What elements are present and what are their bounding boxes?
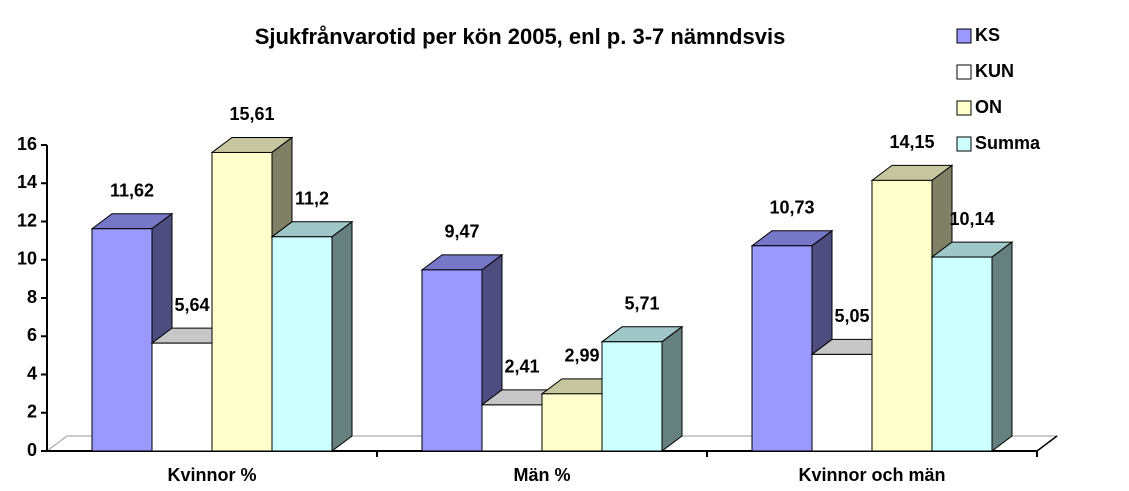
- bar-front: [541, 393, 603, 452]
- value-label: 2,99: [564, 346, 599, 366]
- bar-front: [481, 404, 543, 452]
- bar: [90, 212, 174, 452]
- legend-swatch: [956, 28, 972, 44]
- bar-side: [661, 325, 683, 452]
- x-tick-label: Kvinnor och män: [798, 465, 945, 485]
- bar-front: [211, 151, 273, 452]
- value-label: 2,41: [504, 357, 539, 377]
- value-label: 5,64: [174, 295, 209, 315]
- bar: [270, 220, 354, 452]
- bar-front: [751, 245, 813, 452]
- bar-front: [931, 256, 993, 452]
- value-label: 15,61: [229, 104, 274, 124]
- legend-label: Summa: [975, 133, 1041, 153]
- value-label: 10,73: [769, 198, 814, 218]
- legend-label: KS: [975, 25, 1000, 45]
- legend-swatch: [956, 100, 972, 116]
- bar-front: [91, 228, 153, 452]
- bar-front: [601, 341, 663, 452]
- bar: [930, 241, 1014, 452]
- legend-swatch: [956, 64, 972, 80]
- value-label: 14,15: [889, 132, 934, 152]
- bar-front: [421, 269, 483, 452]
- value-label: 11,62: [110, 181, 154, 201]
- y-tick-label: 8: [27, 287, 37, 307]
- bar-side: [331, 220, 353, 452]
- bar-front: [271, 236, 333, 452]
- value-label: 11,2: [295, 189, 329, 209]
- y-tick-label: 6: [27, 325, 37, 345]
- bar-front: [871, 179, 933, 452]
- legend-label: KUN: [975, 61, 1014, 81]
- y-tick-label: 12: [17, 210, 37, 230]
- y-tick-label: 14: [17, 172, 37, 192]
- value-label: 10,14: [949, 209, 994, 229]
- chart-title: Sjukfrånvarotid per kön 2005, enl p. 3-7…: [255, 24, 786, 49]
- bar-front: [151, 342, 213, 452]
- x-tick-label: Män %: [513, 465, 570, 485]
- y-tick-label: 4: [27, 363, 37, 383]
- floor-edge: [1036, 435, 1058, 452]
- y-tick-label: 0: [27, 440, 37, 460]
- bar-front: [811, 353, 873, 452]
- y-tick-label: 2: [27, 402, 37, 422]
- value-label: 9,47: [444, 222, 479, 242]
- y-tick-label: 10: [17, 249, 37, 269]
- y-tick-label: 16: [17, 134, 37, 154]
- value-label: 5,05: [834, 306, 869, 326]
- value-label: 5,71: [624, 294, 659, 314]
- x-tick-label: Kvinnor %: [167, 465, 256, 485]
- bar: [600, 325, 684, 452]
- legend-swatch: [956, 136, 972, 152]
- bar-side: [991, 241, 1013, 452]
- legend-label: ON: [975, 97, 1002, 117]
